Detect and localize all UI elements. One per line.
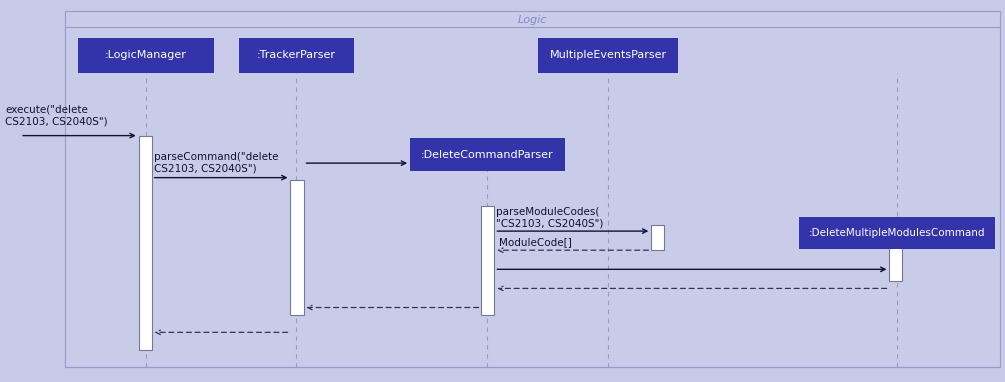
Bar	[800, 217, 995, 249]
Text: execute("delete
CS2103, CS2040S"): execute("delete CS2103, CS2040S")	[5, 104, 108, 126]
Bar	[889, 246, 902, 281]
Bar	[538, 38, 678, 73]
Bar	[651, 225, 664, 250]
Bar	[239, 38, 355, 73]
Text: parseCommand("delete
CS2103, CS2040S"): parseCommand("delete CS2103, CS2040S")	[154, 152, 278, 174]
Bar	[77, 38, 213, 73]
Text: :LogicManager: :LogicManager	[105, 50, 187, 60]
Text: :DeleteCommandParser: :DeleteCommandParser	[421, 150, 554, 160]
Bar	[410, 139, 565, 171]
Text: parseModuleCodes(
"CS2103, CS2040S"): parseModuleCodes( "CS2103, CS2040S")	[496, 207, 604, 228]
Text: :TrackerParser: :TrackerParser	[257, 50, 336, 60]
Text: Logic: Logic	[518, 15, 548, 25]
Text: ModuleCode[]: ModuleCode[]	[499, 238, 573, 248]
Bar	[290, 180, 304, 315]
Bar	[139, 136, 152, 350]
Bar	[481, 206, 494, 315]
Text: MultipleEventsParser: MultipleEventsParser	[550, 50, 666, 60]
Text: :DeleteMultipleModulesCommand: :DeleteMultipleModulesCommand	[809, 228, 986, 238]
